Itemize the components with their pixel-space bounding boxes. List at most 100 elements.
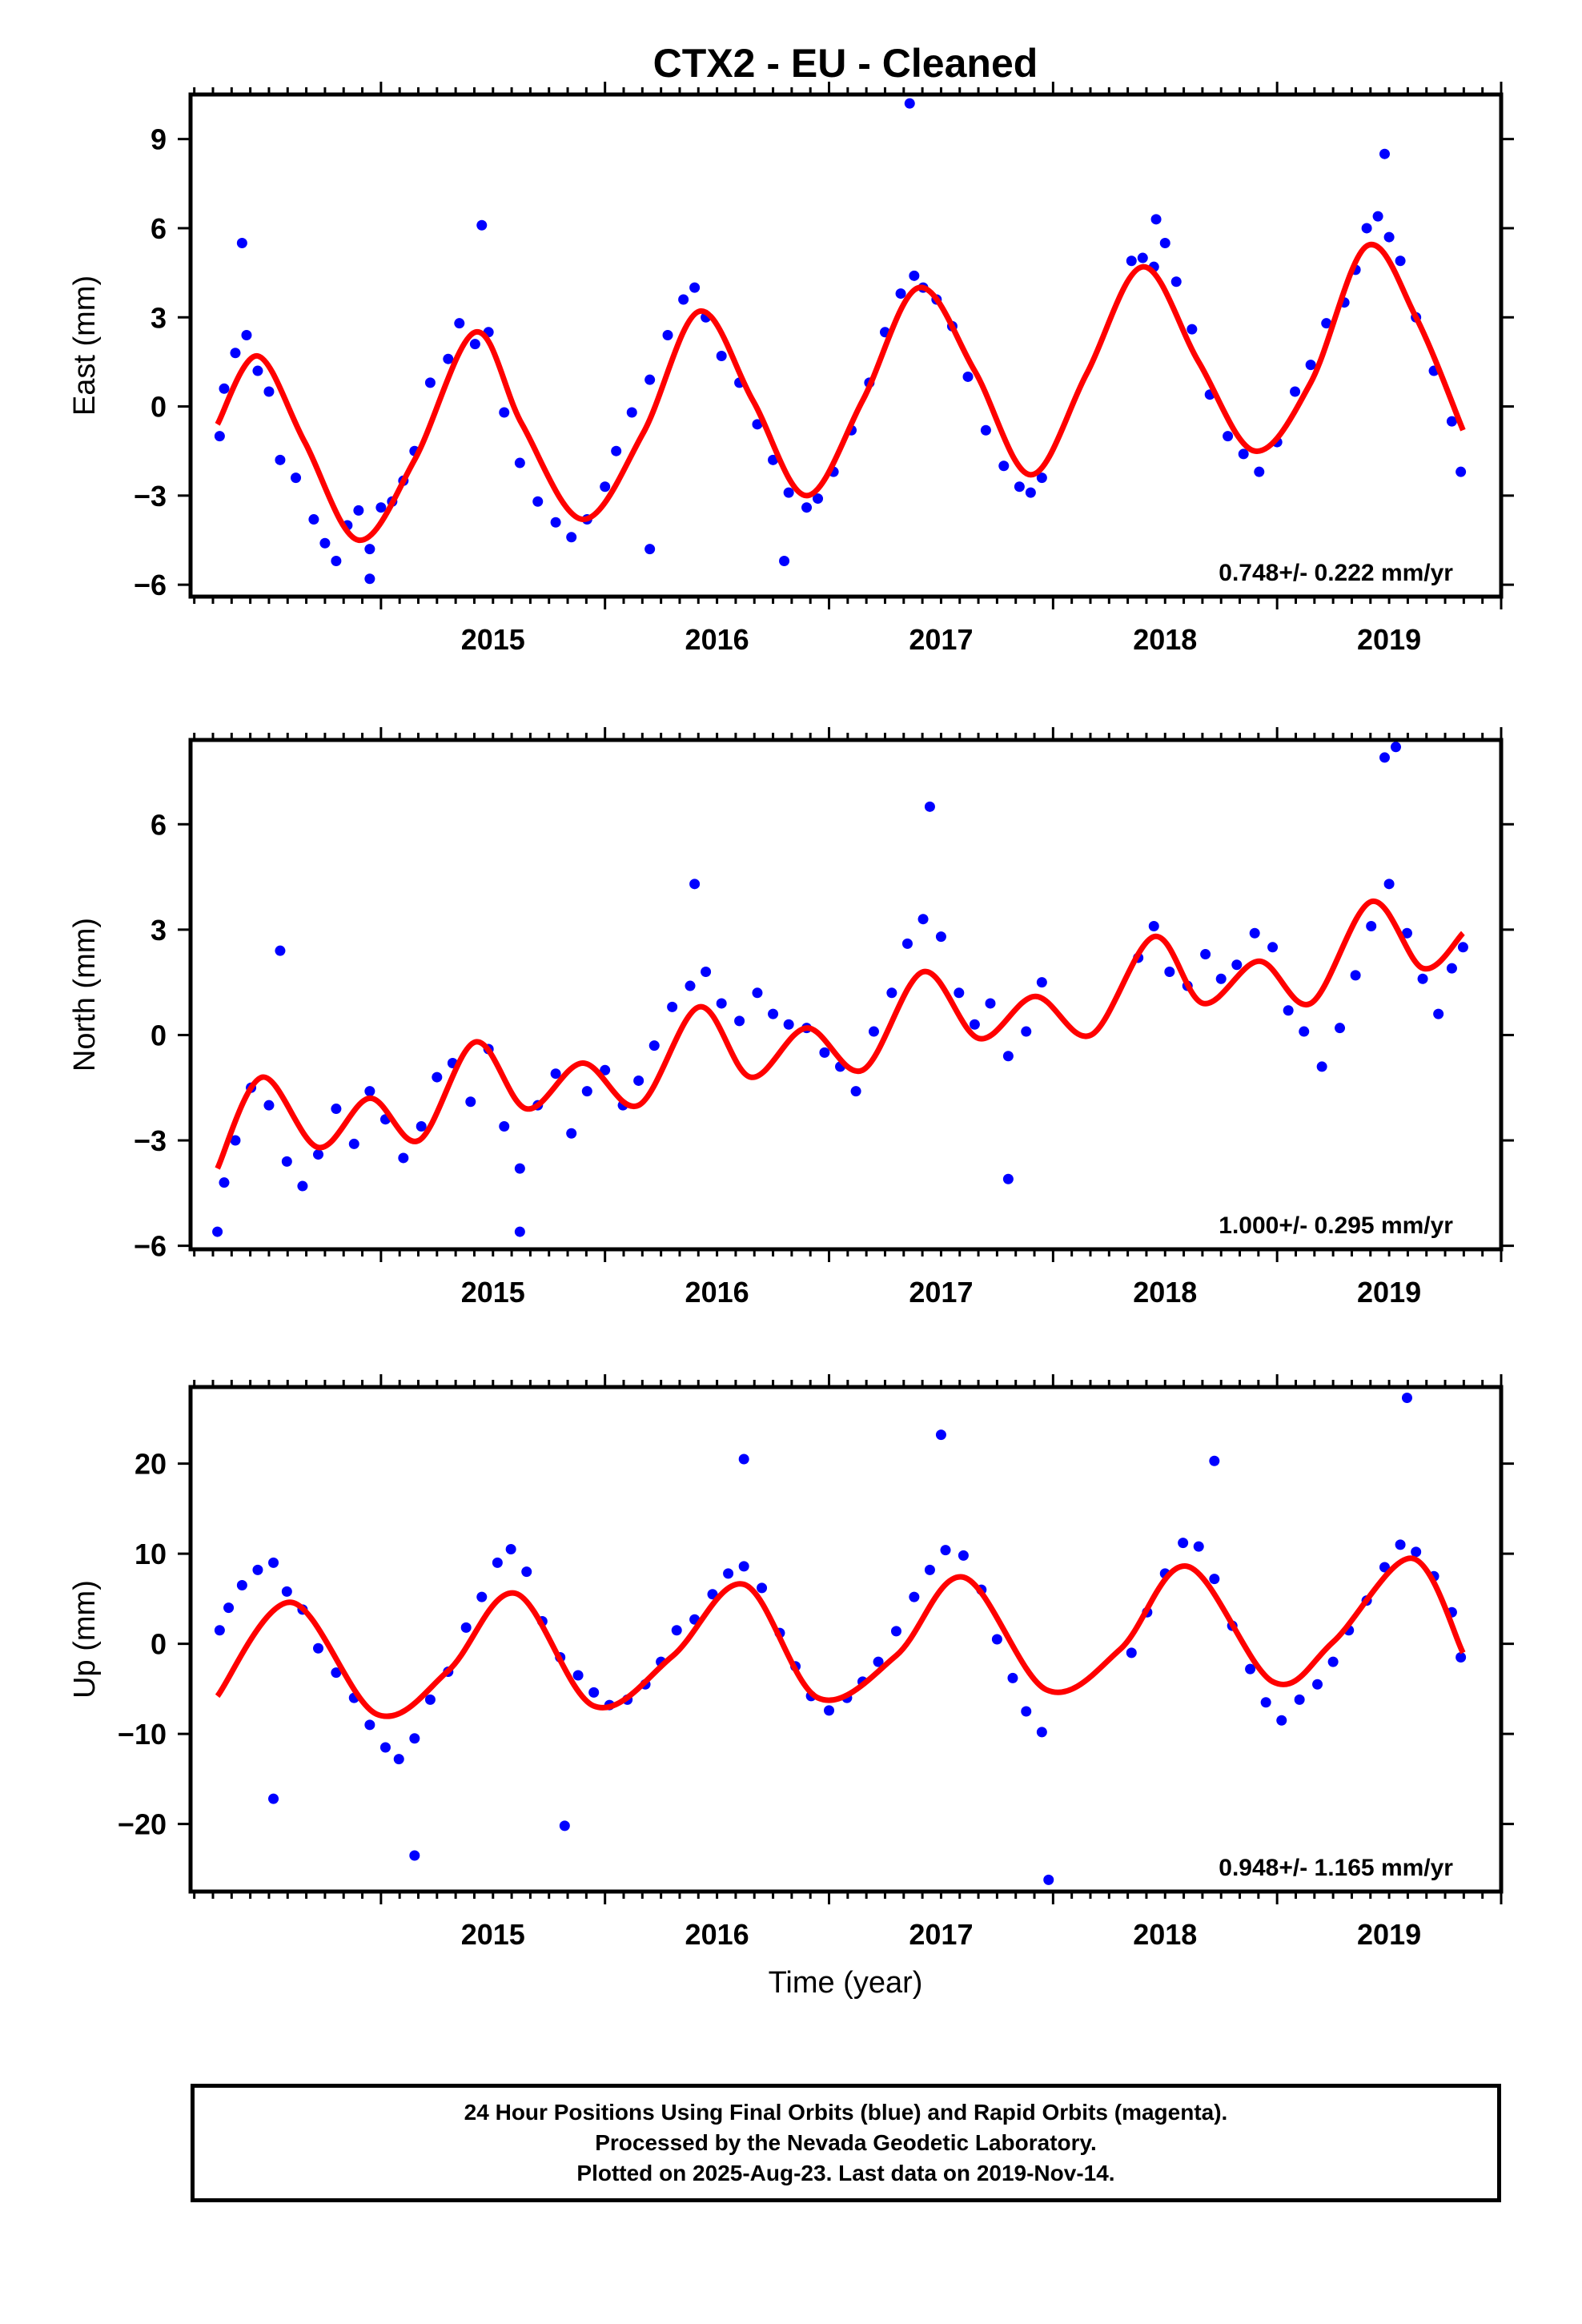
- data-point: [707, 1589, 718, 1600]
- data-point: [364, 544, 375, 555]
- data-point: [1254, 466, 1265, 477]
- data-point: [409, 1850, 420, 1861]
- y-tick-label: −3: [134, 1124, 167, 1157]
- y-tick-label: 0: [151, 1019, 167, 1051]
- data-point: [275, 454, 286, 465]
- data-point: [308, 514, 319, 525]
- data-point: [667, 1001, 678, 1012]
- data-point: [223, 1602, 235, 1614]
- data-point: [263, 1100, 275, 1111]
- data-point: [783, 1019, 794, 1030]
- data-point: [236, 238, 247, 249]
- data-point: [212, 1226, 223, 1237]
- model-curve: [215, 899, 1465, 1170]
- data-point: [1456, 1652, 1467, 1663]
- rate-label: 0.748+/- 0.222 mm/yr: [1219, 560, 1453, 586]
- data-point: [476, 1591, 488, 1602]
- x-tick-label: 2017: [909, 1276, 973, 1309]
- data-point: [1002, 1051, 1014, 1062]
- y-tick-label: 3: [151, 914, 167, 947]
- rate-label: 0.948+/- 1.165 mm/yr: [1219, 1855, 1453, 1881]
- panels: 2015 2016 2017 2018 2019 −6 −3 0 3 6 9 East (mm) 0.7…: [68, 82, 1514, 1951]
- data-point: [1021, 1706, 1032, 1717]
- data-point: [685, 980, 696, 991]
- data-point: [1036, 1727, 1047, 1738]
- chart-title: CTX2 - EU - Cleaned: [653, 41, 1038, 86]
- data-point: [801, 502, 813, 513]
- data-point: [1294, 1694, 1305, 1705]
- data-point: [901, 938, 913, 949]
- data-point: [275, 945, 286, 956]
- data-point: [572, 1670, 584, 1681]
- data-layer: [214, 98, 1467, 585]
- data-point: [214, 431, 225, 442]
- data-point: [1231, 959, 1243, 971]
- data-point: [214, 1625, 225, 1636]
- data-point: [1276, 1715, 1287, 1726]
- data-point: [460, 1622, 472, 1633]
- data-point: [499, 1120, 510, 1132]
- data-point: [1036, 472, 1047, 484]
- data-point: [1446, 416, 1457, 427]
- data-point: [886, 987, 897, 999]
- x-tick-label: 2015: [461, 623, 525, 656]
- data-point: [230, 348, 241, 359]
- data-point: [904, 98, 915, 109]
- x-tick-label: 2019: [1357, 1918, 1421, 1951]
- data-point: [1299, 1026, 1310, 1037]
- data-point: [1379, 1562, 1390, 1573]
- y-tick-label: 9: [151, 123, 167, 156]
- data-point: [1401, 927, 1412, 939]
- data-point: [1007, 1672, 1018, 1683]
- x-tick-label: 2017: [909, 623, 973, 656]
- data-point: [1215, 973, 1227, 984]
- data-point: [611, 445, 622, 456]
- data-point: [1361, 223, 1372, 234]
- data-point: [331, 555, 342, 566]
- x-tick-label: 2019: [1357, 623, 1421, 656]
- data-point: [263, 386, 275, 397]
- data-point: [364, 573, 375, 585]
- data-point: [1126, 1647, 1137, 1659]
- y-tick-label: 6: [151, 212, 167, 245]
- data-point: [644, 544, 656, 555]
- y-tick-label: −3: [134, 480, 167, 513]
- data-point: [514, 1163, 525, 1174]
- data-point: [768, 454, 779, 465]
- data-point: [723, 1568, 734, 1579]
- data-point: [716, 350, 727, 361]
- x-tick-label: 2015: [461, 1276, 525, 1309]
- plot-frame: [188, 92, 1504, 599]
- y-tick-label: 0: [151, 391, 167, 424]
- data-point: [701, 966, 712, 977]
- rate-label: 1.000+/- 0.295 mm/yr: [1219, 1212, 1453, 1239]
- data-point: [375, 502, 387, 513]
- data-point: [868, 1026, 879, 1037]
- plot-frame: [188, 1385, 1504, 1894]
- plot-frame: [188, 738, 1504, 1252]
- data-point: [1126, 255, 1137, 267]
- y-tick-label: −6: [134, 1230, 167, 1263]
- data-point: [1395, 255, 1406, 267]
- data-point: [1446, 963, 1457, 974]
- data-point: [550, 1068, 561, 1080]
- data-point: [1178, 1538, 1189, 1549]
- data-point: [1379, 752, 1390, 763]
- data-point: [348, 1138, 359, 1149]
- y-tick-label: −20: [118, 1808, 167, 1841]
- model-curve: [215, 1555, 1466, 1719]
- data-point: [291, 472, 302, 484]
- data-point: [1383, 231, 1395, 243]
- footer-box: 24 Hour Positions Using Final Orbits (bl…: [191, 2084, 1501, 2202]
- data-point: [230, 1135, 241, 1146]
- data-point: [935, 1429, 946, 1441]
- data-point: [819, 1047, 830, 1058]
- data-point: [1238, 448, 1249, 460]
- data-point: [1372, 211, 1383, 222]
- data-point: [424, 1694, 436, 1705]
- data-point: [1395, 1539, 1406, 1550]
- data-point: [393, 1754, 404, 1765]
- data-point: [1290, 386, 1301, 397]
- data-point: [1148, 920, 1159, 931]
